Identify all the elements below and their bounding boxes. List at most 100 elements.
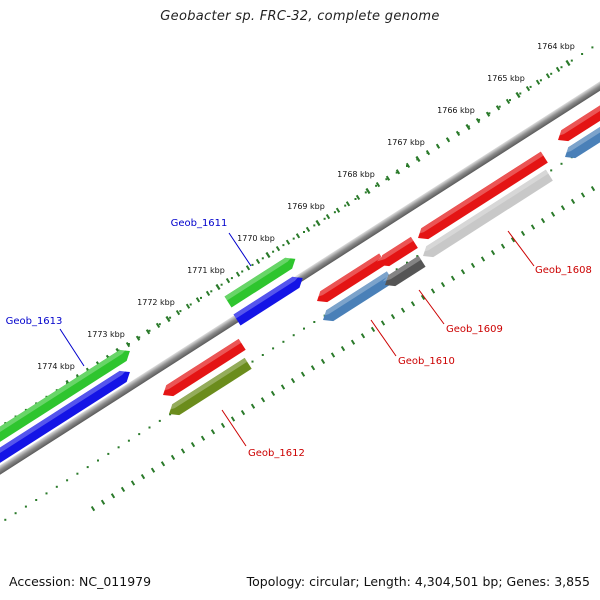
minor-tick	[66, 479, 69, 482]
minor-tick	[555, 66, 561, 73]
callout-line	[228, 232, 252, 267]
callout-line	[418, 289, 445, 325]
minor-tick	[330, 352, 336, 358]
gene-label[interactable]: Geob_1612	[248, 448, 305, 459]
minor-tick	[490, 249, 496, 256]
minor-tick	[519, 92, 522, 95]
kbp-tick-label: 1774 kbp	[37, 362, 75, 371]
kbp-tick-label: 1764 kbp	[537, 42, 575, 51]
minor-tick	[360, 333, 366, 339]
minor-tick	[325, 213, 331, 220]
gene-arrow-geob-1610-steelblue	[320, 271, 394, 322]
gene-label[interactable]: Geob_1609	[446, 324, 503, 335]
minor-tick	[261, 257, 264, 260]
minor-tick	[169, 413, 172, 416]
minor-tick	[416, 255, 419, 258]
minor-tick	[24, 505, 27, 508]
minor-tick	[345, 201, 351, 207]
minor-tick	[86, 466, 89, 469]
minor-tick	[440, 281, 446, 288]
minor-tick	[395, 268, 398, 271]
minor-tick	[255, 258, 261, 265]
minor-tick	[282, 340, 285, 343]
major-tick	[315, 219, 321, 227]
minor-tick	[205, 290, 211, 297]
minor-tick	[375, 181, 381, 188]
minor-tick	[169, 316, 172, 319]
minor-tick	[591, 46, 594, 49]
minor-tick	[505, 98, 511, 105]
gene-callout-lines	[59, 230, 535, 447]
minor-tick	[130, 480, 136, 486]
minor-tick	[245, 265, 251, 271]
minor-tick	[560, 162, 563, 165]
minor-tick	[260, 397, 266, 403]
minor-tick	[240, 409, 246, 416]
minor-tick	[292, 334, 295, 337]
cds-arrow-geob-1612-red	[160, 338, 246, 397]
backbone-band	[0, 0, 600, 479]
minor-tick	[375, 184, 378, 187]
kbp-tick-label: 1765 kbp	[487, 74, 525, 83]
gene-label[interactable]: Geob_1613	[6, 316, 63, 327]
minor-tick	[333, 211, 336, 214]
minor-tick	[35, 499, 38, 501]
cds-arrow-geob-1608-red	[415, 151, 548, 240]
gene-arrow-geob-1613-blue	[0, 368, 130, 474]
gene-label[interactable]: Geob_1608	[535, 265, 592, 276]
minor-tick	[303, 327, 305, 330]
minor-tick	[350, 339, 356, 345]
minor-tick	[280, 384, 286, 390]
minor-tick	[272, 250, 275, 253]
major-tick	[265, 251, 271, 259]
minor-tick	[406, 165, 408, 167]
minor-tick	[370, 326, 376, 333]
minor-tick	[410, 301, 416, 307]
minor-tick	[125, 341, 131, 348]
minor-tick	[390, 313, 396, 320]
minor-tick	[251, 263, 254, 266]
minor-tick	[435, 143, 441, 149]
inner-tick-track	[4, 143, 596, 521]
minor-tick	[148, 329, 151, 332]
minor-tick	[305, 226, 311, 233]
minor-tick	[400, 307, 406, 313]
cds-arrow-geob-1610-red	[314, 253, 387, 303]
major-tick	[415, 155, 421, 163]
minor-tick	[355, 194, 361, 201]
minor-tick	[590, 185, 596, 192]
minor-tick	[282, 244, 285, 247]
minor-tick	[158, 323, 161, 326]
accession-text: Accession: NC_011979	[9, 574, 152, 589]
minor-tick	[138, 433, 141, 436]
major-tick	[165, 315, 171, 323]
minor-tick	[420, 294, 426, 301]
minor-tick	[529, 85, 532, 88]
minor-tick	[220, 422, 226, 429]
gene-label[interactable]: Geob_1610	[398, 356, 455, 367]
minor-tick	[480, 256, 486, 262]
minor-tick	[175, 309, 181, 316]
minor-tick	[509, 99, 511, 102]
kbp-tick-label: 1772 kbp	[137, 298, 175, 307]
minor-tick	[430, 288, 436, 294]
gene-arrow-geob-1609-darkgray	[382, 255, 426, 287]
minor-tick	[117, 446, 120, 449]
kbp-tick-label: 1771 kbp	[187, 266, 225, 275]
minor-tick	[313, 224, 316, 227]
minor-tick	[323, 217, 326, 220]
minor-tick	[120, 486, 126, 493]
minor-tick	[488, 112, 491, 115]
minor-tick	[261, 354, 264, 356]
callout-line	[370, 319, 397, 357]
minor-tick	[570, 59, 573, 62]
minor-tick	[313, 321, 316, 323]
minor-tick	[100, 499, 106, 505]
gene-label[interactable]: Geob_1611	[171, 218, 228, 229]
minor-tick	[380, 320, 386, 326]
minor-tick	[24, 408, 27, 411]
minor-tick	[405, 162, 411, 169]
minor-tick	[540, 217, 546, 224]
minor-tick	[241, 270, 244, 273]
kbp-tick-label: 1767 kbp	[387, 138, 425, 147]
